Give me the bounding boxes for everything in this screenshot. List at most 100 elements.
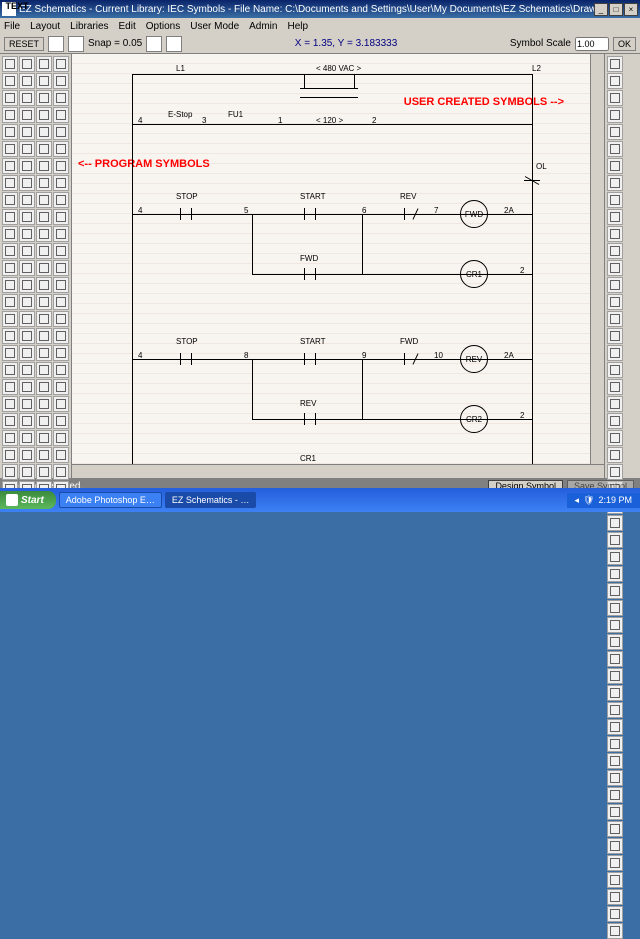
palette-symbol[interactable] [19, 328, 35, 344]
menu-usermode[interactable]: User Mode [190, 21, 239, 32]
palette-symbol[interactable] [607, 736, 623, 752]
palette-symbol[interactable] [36, 328, 52, 344]
palette-symbol[interactable] [2, 158, 18, 174]
palette-symbol[interactable] [19, 311, 35, 327]
palette-symbol[interactable] [607, 668, 623, 684]
palette-symbol[interactable] [19, 294, 35, 310]
palette-symbol[interactable] [2, 464, 18, 480]
palette-symbol[interactable] [607, 702, 623, 718]
palette-symbol[interactable] [2, 260, 18, 276]
palette-symbol[interactable] [36, 277, 52, 293]
palette-symbol[interactable] [53, 277, 69, 293]
palette-symbol[interactable] [53, 362, 69, 378]
palette-symbol[interactable] [607, 855, 623, 871]
palette-symbol[interactable] [19, 192, 35, 208]
palette-symbol[interactable] [19, 396, 35, 412]
palette-symbol[interactable] [607, 685, 623, 701]
palette-symbol[interactable] [53, 260, 69, 276]
palette-symbol[interactable] [607, 430, 623, 446]
palette-symbol[interactable] [53, 464, 69, 480]
palette-symbol[interactable] [607, 634, 623, 650]
palette-symbol[interactable] [607, 192, 623, 208]
palette-symbol[interactable] [607, 787, 623, 803]
palette-symbol[interactable] [607, 889, 623, 905]
palette-symbol[interactable] [36, 447, 52, 463]
palette-symbol[interactable] [2, 413, 18, 429]
palette-symbol[interactable] [36, 141, 52, 157]
palette-symbol[interactable] [19, 379, 35, 395]
palette-symbol[interactable] [607, 260, 623, 276]
palette-symbol[interactable] [2, 311, 18, 327]
tool-4-icon[interactable] [166, 36, 182, 52]
minimize-button[interactable]: _ [594, 3, 608, 16]
palette-symbol[interactable] [2, 447, 18, 463]
palette-symbol[interactable] [19, 243, 35, 259]
tray-icon[interactable]: 🛡 [583, 495, 594, 506]
palette-symbol[interactable] [2, 90, 18, 106]
palette-symbol[interactable] [19, 430, 35, 446]
palette-symbol[interactable] [607, 804, 623, 820]
palette-symbol[interactable] [36, 311, 52, 327]
palette-symbol[interactable] [53, 243, 69, 259]
palette-symbol[interactable] [2, 243, 18, 259]
palette-symbol[interactable] [53, 90, 69, 106]
palette-symbol[interactable] [19, 277, 35, 293]
palette-symbol[interactable] [19, 260, 35, 276]
tool-3-icon[interactable] [146, 36, 162, 52]
palette-symbol[interactable] [607, 651, 623, 667]
palette-symbol[interactable] [53, 141, 69, 157]
palette-symbol[interactable] [19, 73, 35, 89]
tray-icon[interactable]: ◂ [575, 495, 580, 506]
palette-symbol[interactable] [607, 413, 623, 429]
palette-symbol[interactable] [53, 192, 69, 208]
palette-symbol[interactable] [36, 430, 52, 446]
maximize-button[interactable]: □ [609, 3, 623, 16]
palette-symbol[interactable] [2, 430, 18, 446]
palette-symbol[interactable] [19, 447, 35, 463]
palette-symbol[interactable] [607, 396, 623, 412]
tool-1-icon[interactable] [48, 36, 64, 52]
palette-symbol[interactable] [53, 294, 69, 310]
palette-symbol[interactable] [2, 226, 18, 242]
palette-symbol[interactable] [53, 56, 69, 72]
palette-symbol[interactable] [53, 226, 69, 242]
palette-symbol[interactable] [19, 413, 35, 429]
palette-symbol[interactable] [607, 515, 623, 531]
palette-symbol[interactable] [19, 141, 35, 157]
palette-symbol[interactable] [2, 124, 18, 140]
palette-symbol[interactable] [607, 56, 623, 72]
palette-symbol[interactable] [36, 464, 52, 480]
palette-symbol[interactable] [19, 124, 35, 140]
palette-symbol[interactable] [607, 175, 623, 191]
palette-symbol[interactable] [19, 107, 35, 123]
palette-symbol[interactable] [53, 379, 69, 395]
palette-symbol[interactable] [36, 396, 52, 412]
palette-symbol[interactable] [53, 209, 69, 225]
palette-symbol[interactable] [607, 821, 623, 837]
palette-symbol[interactable] [53, 107, 69, 123]
palette-symbol[interactable] [607, 906, 623, 922]
palette-symbol[interactable] [53, 158, 69, 174]
palette-symbol[interactable] [607, 379, 623, 395]
tool-2-icon[interactable] [68, 36, 84, 52]
vertical-scrollbar[interactable] [590, 54, 604, 464]
palette-symbol[interactable] [2, 328, 18, 344]
palette-symbol[interactable] [2, 56, 18, 72]
palette-symbol[interactable] [607, 600, 623, 616]
palette-symbol[interactable] [607, 328, 623, 344]
palette-symbol[interactable] [607, 532, 623, 548]
palette-symbol[interactable] [36, 413, 52, 429]
palette-symbol[interactable] [2, 294, 18, 310]
text-tool[interactable]: TEXT [1, 1, 33, 11]
palette-symbol[interactable] [36, 158, 52, 174]
palette-symbol[interactable] [607, 90, 623, 106]
system-tray[interactable]: ◂ 🛡 2:19 PM [567, 493, 640, 508]
palette-symbol[interactable] [2, 192, 18, 208]
scale-input[interactable] [575, 37, 609, 51]
reset-button[interactable]: RESET [4, 37, 44, 51]
task-photoshop[interactable]: Adobe Photoshop E… [59, 492, 162, 508]
palette-symbol[interactable] [53, 328, 69, 344]
palette-symbol[interactable] [19, 345, 35, 361]
palette-symbol[interactable] [36, 175, 52, 191]
palette-symbol[interactable] [607, 277, 623, 293]
